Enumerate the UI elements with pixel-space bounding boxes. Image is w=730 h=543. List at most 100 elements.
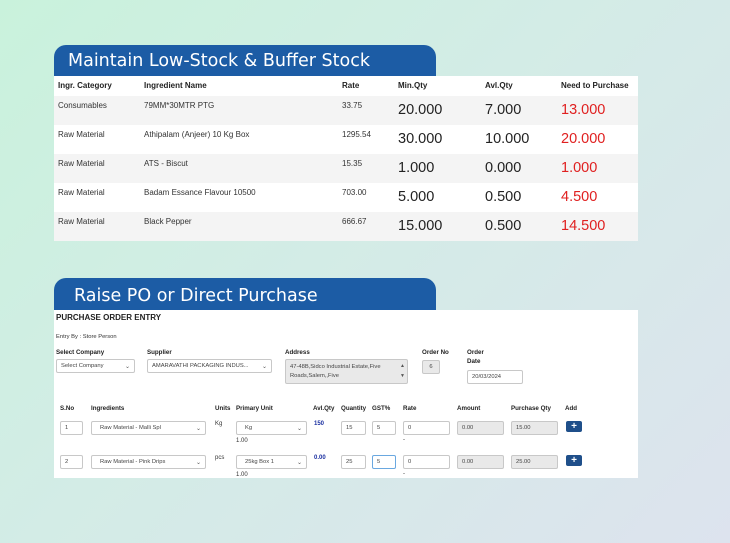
line-sno-value: 1 <box>65 425 69 431</box>
plus-icon: + <box>571 454 577 466</box>
line-rate-input[interactable]: 0 <box>403 421 450 435</box>
cell-avl-qty: 0.500 <box>485 189 522 205</box>
cell-ingredient-name: Black Pepper <box>144 217 192 226</box>
page-title: PURCHASE ORDER ENTRY <box>56 313 162 322</box>
col-amount: Amount <box>457 405 481 412</box>
line-ingredient-value: Raw Material - Pink Drips <box>100 459 166 465</box>
line-ingredient-dropdown[interactable]: Raw Material - Pink Drips ⌄ <box>91 455 206 469</box>
cell-rate: 33.75 <box>342 101 363 110</box>
col-rate: Rate <box>403 405 417 412</box>
cell-min-qty: 1.000 <box>398 160 435 176</box>
line-unit: pcs <box>215 455 225 461</box>
chevron-down-icon: ⌄ <box>296 425 302 432</box>
line-purchase-qty-value: 25.00 <box>516 459 531 465</box>
line-rate-value: 0 <box>408 459 412 465</box>
col-ingredients: Ingredients <box>91 405 125 412</box>
line-sno-value: 2 <box>65 459 69 465</box>
select-company-value: Select Company <box>61 363 104 369</box>
cell-rate: 15.35 <box>342 159 363 168</box>
line-rate-value: 0 <box>408 425 412 431</box>
address-label: Address <box>285 349 310 356</box>
col-units: Units <box>215 405 231 412</box>
cell-need-to-purchase: 13.000 <box>561 102 606 118</box>
line-rate-input[interactable]: 0 <box>403 455 450 469</box>
col-add: Add <box>565 405 578 412</box>
line-ingredient-value: Raw Material - Malli Spl <box>100 425 161 431</box>
cell-ingredient-name: Badam Essance Flavour 10500 <box>144 188 256 197</box>
header-category: Ingr. Category <box>58 81 112 90</box>
order-date-label-line2: Date <box>467 358 481 365</box>
cell-rate: 1295.54 <box>342 130 371 139</box>
add-line-button[interactable]: + <box>566 455 582 466</box>
line-primary-unit-dropdown[interactable]: 25kg Box 1 ⌄ <box>236 455 307 469</box>
chevron-down-icon: ⌄ <box>195 425 201 432</box>
cell-ingredient-name: ATS - Biscut <box>144 159 188 168</box>
col-purchase-qty: Purchase Qty <box>511 405 551 412</box>
cell-need-to-purchase: 4.500 <box>561 189 598 205</box>
line-ingredient-dropdown[interactable]: Raw Material - Malli Spl ⌄ <box>91 421 206 435</box>
cell-min-qty: 5.000 <box>398 189 435 205</box>
line-sno-field[interactable]: 2 <box>60 455 83 469</box>
line-conversion: 1.00 <box>236 472 248 478</box>
order-no-field: 6 <box>422 360 440 374</box>
supplier-dropdown[interactable]: AMARAVATHI PACKAGING INDUS... ⌄ <box>147 359 272 373</box>
col-quantity: Quantity <box>341 405 367 412</box>
cell-need-to-purchase: 14.500 <box>561 218 606 234</box>
cell-min-qty: 15.000 <box>398 218 443 234</box>
line-amount-value: 0.00 <box>462 459 474 465</box>
address-value: 47-48B,Sidco Industrial Estate,Five Road… <box>290 364 381 379</box>
col-sno: S.No <box>60 405 75 412</box>
cell-category: Raw Material <box>58 188 105 197</box>
col-primary-unit: Primary Unit <box>236 405 273 412</box>
cell-category: Raw Material <box>58 159 105 168</box>
table-row[interactable]: Raw Material Badam Essance Flavour 10500… <box>54 183 638 212</box>
table-row[interactable]: Raw Material Black Pepper 666.67 15.000 … <box>54 212 638 241</box>
cell-category: Consumables <box>58 101 107 110</box>
line-rate-note: - <box>403 437 405 443</box>
cell-avl-qty: 0.000 <box>485 160 522 176</box>
line-quantity-input[interactable]: 25 <box>341 455 366 469</box>
order-no-value: 6 <box>429 364 433 370</box>
table-row[interactable]: Raw Material ATS - Biscut 15.35 1.000 0.… <box>54 154 638 183</box>
cell-need-to-purchase: 20.000 <box>561 131 606 147</box>
header-avl-qty: Avl.Qty <box>485 81 513 90</box>
line-amount-field: 0.00 <box>457 421 504 435</box>
line-gst-input[interactable]: 5 <box>372 421 396 435</box>
col-avl-qty: Avl.Qty <box>313 405 335 412</box>
line-purchase-qty-field: 15.00 <box>511 421 558 435</box>
line-unit: Kg <box>215 421 223 427</box>
line-amount-value: 0.00 <box>462 425 474 431</box>
scroll-down-icon[interactable]: ▼ <box>400 373 405 379</box>
line-gst-value: 5 <box>377 459 381 465</box>
supplier-label: Supplier <box>147 349 172 356</box>
cell-ingredient-name: 79MM*30MTR PTG <box>144 101 215 110</box>
scroll-up-icon[interactable]: ▲ <box>400 363 405 369</box>
order-date-field[interactable]: 20/03/2024 <box>467 370 523 384</box>
plus-icon: + <box>571 420 577 432</box>
low-stock-table: Ingr. Category Ingredient Name Rate Min.… <box>54 76 638 241</box>
cell-avl-qty: 7.000 <box>485 102 522 118</box>
supplier-value: AMARAVATHI PACKAGING INDUS... <box>152 363 249 369</box>
cell-min-qty: 20.000 <box>398 102 443 118</box>
line-purchase-qty-field: 25.00 <box>511 455 558 469</box>
cell-avl-qty: 10.000 <box>485 131 530 147</box>
line-gst-input[interactable]: 5 <box>372 455 396 469</box>
order-no-label: Order No <box>422 349 449 356</box>
select-company-dropdown[interactable]: Select Company ⌄ <box>56 359 135 373</box>
chevron-down-icon: ⌄ <box>296 459 302 466</box>
order-date-label-line1: Order <box>467 349 484 356</box>
address-textarea[interactable]: 47-48B,Sidco Industrial Estate,Five Road… <box>285 359 408 384</box>
cell-avl-qty: 0.500 <box>485 218 522 234</box>
line-rate-note: - <box>403 471 405 477</box>
table-row[interactable]: Raw Material Athipalam (Anjeer) 10 Kg Bo… <box>54 125 638 154</box>
chevron-down-icon: ⌄ <box>195 459 201 466</box>
line-sno-field[interactable]: 1 <box>60 421 83 435</box>
add-line-button[interactable]: + <box>566 421 582 432</box>
line-amount-field: 0.00 <box>457 455 504 469</box>
line-purchase-qty-value: 15.00 <box>516 425 531 431</box>
order-date-value: 20/03/2024 <box>472 374 502 380</box>
table-row[interactable]: Consumables 79MM*30MTR PTG 33.75 20.000 … <box>54 96 638 125</box>
line-quantity-input[interactable]: 15 <box>341 421 366 435</box>
line-primary-unit-dropdown[interactable]: Kg ⌄ <box>236 421 307 435</box>
chevron-down-icon: ⌄ <box>261 363 267 370</box>
